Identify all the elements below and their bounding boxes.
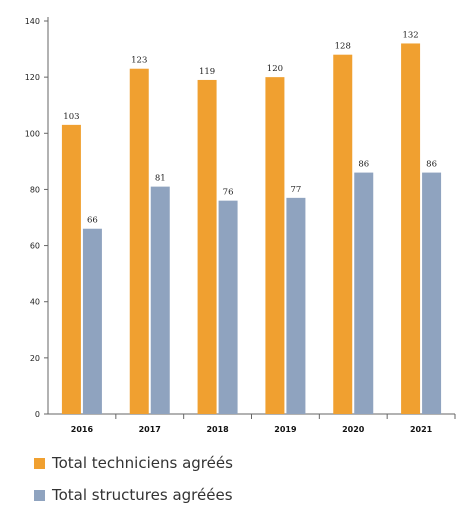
bar-structures: [218, 200, 238, 414]
bar-structures: [82, 228, 102, 414]
bar-chart: 0 20 40 60 80 100 120 140 2016 103 66 2017 123 81 2018…: [25, 17, 456, 434]
data-label: 77: [291, 185, 302, 195]
data-label: 132: [402, 30, 418, 40]
bar-techniciens: [129, 68, 149, 414]
legend-swatch-structures: [34, 489, 45, 501]
data-label: 86: [358, 160, 369, 170]
x-tick-label: 2018: [206, 425, 229, 434]
bar-techniciens: [197, 79, 217, 414]
data-label: 81: [155, 174, 166, 184]
y-tick-label: 140: [25, 17, 40, 26]
x-tick-label: 2019: [274, 425, 297, 434]
x-tick-label: 2020: [342, 425, 365, 434]
data-label: 128: [335, 42, 351, 52]
data-label: 120: [267, 64, 283, 74]
legend-item-structures: Total structures agréées: [34, 484, 233, 506]
x-tick-label: 2017: [139, 425, 161, 434]
x-tick-label: 2021: [410, 425, 433, 434]
bar-techniciens: [265, 77, 285, 415]
y-tick-label: 20: [30, 354, 40, 363]
bar-techniciens: [61, 124, 81, 414]
bar-structures: [422, 172, 442, 414]
bar-structures: [150, 186, 170, 414]
data-label: 76: [223, 188, 234, 198]
data-label: 103: [63, 112, 79, 122]
y-tick-label: 60: [30, 242, 40, 251]
y-tick-label: 100: [25, 129, 40, 138]
legend-label-techniciens: Total techniciens agréés: [52, 454, 233, 472]
y-tick-label: 40: [30, 298, 40, 307]
legend: Total techniciens agréés Total structure…: [34, 452, 233, 516]
legend-label-structures: Total structures agréées: [52, 486, 233, 504]
bar-techniciens: [333, 54, 353, 414]
bar-structures: [354, 172, 374, 414]
y-tick-label: 0: [35, 410, 40, 419]
x-tick-label: 2016: [71, 425, 94, 434]
data-label: 66: [87, 216, 98, 226]
y-tick-label: 120: [25, 73, 40, 82]
data-label: 123: [131, 56, 147, 66]
legend-swatch-techniciens: [34, 457, 45, 469]
data-label: 119: [199, 67, 215, 77]
legend-item-techniciens: Total techniciens agréés: [34, 452, 233, 474]
y-tick-label: 80: [30, 185, 40, 194]
bar-structures: [286, 197, 306, 414]
data-label: 86: [426, 160, 437, 170]
bar-techniciens: [401, 43, 421, 414]
